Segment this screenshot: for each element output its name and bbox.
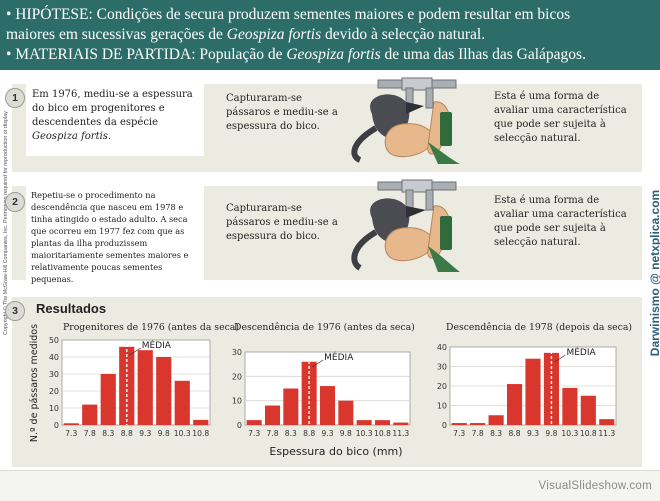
chart-2-bar xyxy=(283,388,299,425)
chart-1-xtick-label: 9.8 xyxy=(158,429,170,438)
chart-2-ytick-label: 0 xyxy=(237,421,242,430)
step-1-paper: Em 1976, mediu-se a espessura do bico em… xyxy=(26,84,204,156)
chart-2-ytick-label: 30 xyxy=(232,348,242,357)
chart-3-xtick-label: 9.3 xyxy=(527,429,539,438)
chart-3-mean-leader xyxy=(554,354,566,363)
footer-bar: VisualSlideshow.com xyxy=(0,470,660,501)
chart-3-xtick-label: 11.3 xyxy=(598,429,615,438)
chart-3-bar xyxy=(488,415,504,425)
chart-2-mean-label: MÉDIA xyxy=(324,351,354,363)
chart-2-xtick-label: 9.3 xyxy=(321,429,333,438)
chart-1-ytick-label: 0 xyxy=(54,421,59,430)
chart-1-xtick-label: 7.3 xyxy=(65,429,77,438)
results-title: Resultados xyxy=(36,301,107,316)
step-1-capture-text: Capturaram-se pássaros e mediu-se a espe… xyxy=(226,93,338,132)
step-1-selection-text: Esta é uma forma de avaliar uma caracter… xyxy=(494,91,627,144)
chart-2-bar xyxy=(319,386,336,425)
chart-2-bar xyxy=(356,420,372,425)
y-axis-label: N.º de pássaros medidos xyxy=(29,324,40,442)
chart-2-xtick-label: 10.3 xyxy=(356,429,373,438)
chart-3-bar xyxy=(525,358,541,425)
chart-3-xtick-label: 9.8 xyxy=(545,429,557,438)
step-2-panel: 2 Repetiu-se o procedimento na descendên… xyxy=(5,179,642,284)
chart-2-bar xyxy=(374,420,391,425)
chart-2-xtick-label: 8.3 xyxy=(285,429,297,438)
chart-3-bar xyxy=(470,423,486,425)
chart-2-bar xyxy=(393,422,409,425)
chart-3-title: Descendência de 1978 (depois da seca) xyxy=(446,322,632,333)
chart-2-xtick-label: 7.8 xyxy=(266,429,278,438)
chart-1-ytick-label: 30 xyxy=(49,370,59,379)
chart-1-bar xyxy=(100,374,116,425)
chart-3-mean-label: MÉDIA xyxy=(566,346,596,358)
chart-2-ytick-label: 10 xyxy=(232,397,242,406)
chart-1-xtick-label: 10.8 xyxy=(192,429,209,438)
materials-line: • MATERIAIS DE PARTIDA: População de Geo… xyxy=(6,46,586,63)
chart-3-bar xyxy=(451,423,467,425)
chart-2-xtick-label: 10.8 xyxy=(374,429,391,438)
x-axis-label: Espessura do bico (mm) xyxy=(269,445,402,458)
watermark: Darwinismo @ netxplica.com xyxy=(648,189,660,357)
chart-2-bar xyxy=(264,405,281,425)
chart-3-xtick-label: 8.8 xyxy=(509,429,521,438)
chart-3-xtick-label: 10.8 xyxy=(580,429,597,438)
hypothesis-header: • HIPÓTESE: Condições de secura produzem… xyxy=(0,0,660,70)
chart-3-xtick-label: 7.8 xyxy=(472,429,484,438)
chart-3-bar xyxy=(599,419,615,425)
chart-3-bar xyxy=(562,387,578,425)
chart-1-mean-leader xyxy=(129,347,141,356)
chart-2-ytick-label: 20 xyxy=(232,372,242,381)
bird-caliper-illustration-2 xyxy=(351,179,460,272)
chart-1-xtick-label: 7.8 xyxy=(84,429,96,438)
hypothesis-line-1: • HIPÓTESE: Condições de secura produzem… xyxy=(6,6,571,23)
step-2-capture-text: Capturaram-se pássaros e mediu-se a espe… xyxy=(226,203,338,242)
chart-2-xtick-label: 9.8 xyxy=(340,429,352,438)
chart-3-bar xyxy=(506,384,523,425)
chart-3-ytick-label: 30 xyxy=(437,363,447,372)
step-2-paper: Repetiu-se o procedimento na descendênci… xyxy=(26,186,204,284)
step-2-selection-text: Esta é uma forma de avaliar uma caracter… xyxy=(494,195,627,248)
chart-1-ytick-label: 10 xyxy=(49,404,59,413)
step-1-badge: 1 xyxy=(5,88,25,108)
chart-2-xtick-label: 8.8 xyxy=(303,429,315,438)
chart-2-xtick-label: 7.3 xyxy=(248,429,260,438)
chart-1-title: Progenitores de 1976 (antes da seca) xyxy=(63,322,239,333)
hypothesis-line-2: maiores em sucessivas gerações de Geospi… xyxy=(6,26,486,43)
chart-1-bar xyxy=(82,404,98,425)
chart-1-bar xyxy=(174,380,190,425)
step-3-badge: 3 xyxy=(5,301,25,321)
chart-3-bar xyxy=(580,395,596,425)
chart-1-bar xyxy=(193,419,209,425)
chart-2-xtick-label: 11.3 xyxy=(392,429,409,438)
chart-1-ytick-label: 50 xyxy=(49,336,59,345)
chart-2-bar xyxy=(338,400,354,425)
chart-1-bar xyxy=(63,423,79,425)
chart-1-xtick-label: 9.3 xyxy=(139,429,151,438)
chart-3-xtick-label: 8.3 xyxy=(490,429,502,438)
chart-1-bar xyxy=(137,350,153,425)
bird-caliper-illustration-1 xyxy=(351,77,460,164)
chart-1-xtick-label: 10.3 xyxy=(174,429,191,438)
chart-2-bar xyxy=(246,420,262,425)
chart-3-xtick-label: 10.3 xyxy=(561,429,578,438)
step-1-panel: 1 Em 1976, mediu-se a espessura do bico … xyxy=(5,77,642,172)
chart-3-ytick-label: 20 xyxy=(437,382,447,391)
chart-2-title: Descendência de 1976 (antes da seca) xyxy=(234,322,415,333)
chart-1-mean-label: MÉDIA xyxy=(142,339,172,351)
chart-1-xtick-label: 8.8 xyxy=(121,429,133,438)
chart-3-ytick-label: 40 xyxy=(437,343,447,352)
step-2-badge: 2 xyxy=(5,192,25,212)
chart-2-mean-leader xyxy=(311,359,324,368)
footer-brand: VisualSlideshow.com xyxy=(538,480,652,492)
chart-3-ytick-label: 10 xyxy=(437,402,447,411)
chart-1-ytick-label: 40 xyxy=(49,353,59,362)
chart-1-ytick-label: 20 xyxy=(49,387,59,396)
chart-1-bar xyxy=(156,357,172,425)
chart-1-xtick-label: 8.3 xyxy=(102,429,114,438)
chart-3-xtick-label: 7.3 xyxy=(453,429,465,438)
chart-3-ytick-label: 0 xyxy=(442,421,447,430)
